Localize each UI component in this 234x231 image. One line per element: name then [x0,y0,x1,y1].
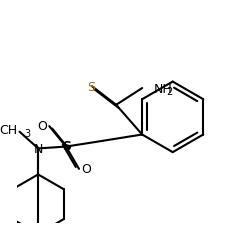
Text: 2: 2 [166,86,172,96]
Text: N: N [33,142,43,155]
Text: S: S [62,140,71,152]
Text: O: O [37,119,47,132]
Text: CH: CH [0,124,18,137]
Text: O: O [81,163,91,176]
Text: NH: NH [153,82,172,95]
Text: S: S [87,80,95,93]
Text: 3: 3 [24,128,30,138]
